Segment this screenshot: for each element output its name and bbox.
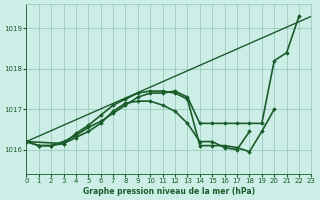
X-axis label: Graphe pression niveau de la mer (hPa): Graphe pression niveau de la mer (hPa) xyxy=(83,187,255,196)
